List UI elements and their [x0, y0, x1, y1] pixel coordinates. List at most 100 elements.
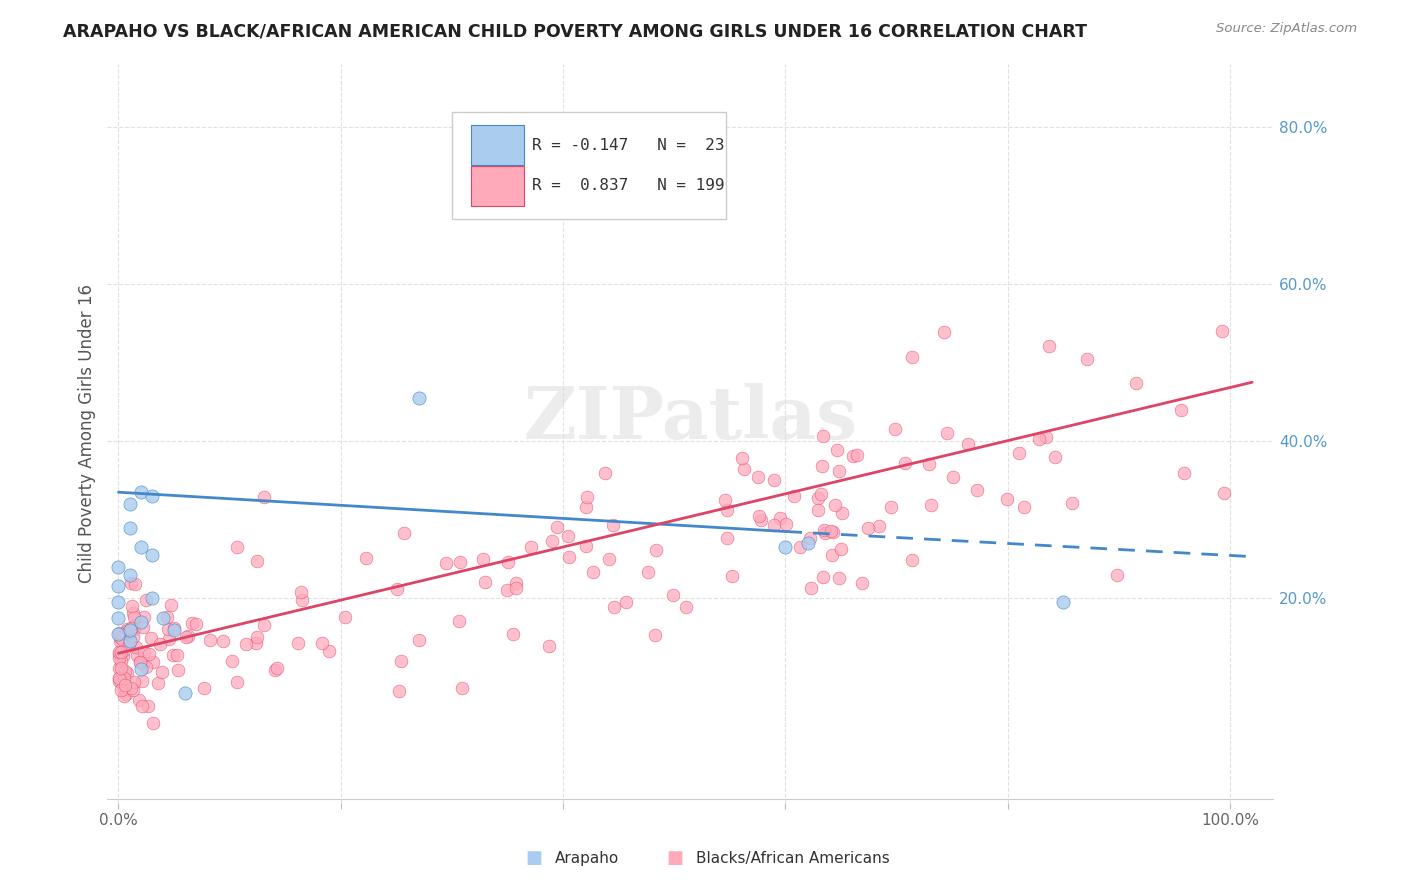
Point	[253, 618, 276, 632]
Point	[388, 684, 411, 698]
Point	[110, 674, 132, 689]
Text: Source: ZipAtlas.com: Source: ZipAtlas.com	[1216, 22, 1357, 36]
Point	[1062, 496, 1084, 510]
Point	[831, 506, 853, 520]
Point	[814, 526, 837, 541]
Point	[995, 491, 1018, 506]
Point	[502, 627, 524, 641]
Point	[107, 661, 129, 675]
Point	[184, 616, 207, 631]
Point	[111, 632, 134, 647]
Point	[603, 600, 626, 615]
Point	[118, 623, 141, 637]
Point	[177, 629, 200, 643]
Text: ARAPAHO VS BLACK/AFRICAN AMERICAN CHILD POVERTY AMONG GIRLS UNDER 16 CORRELATION: ARAPAHO VS BLACK/AFRICAN AMERICAN CHILD …	[63, 22, 1087, 40]
Point	[1043, 450, 1066, 464]
Point	[139, 632, 162, 646]
FancyBboxPatch shape	[471, 126, 524, 165]
Point	[811, 570, 834, 584]
Point	[135, 592, 157, 607]
Point	[1052, 595, 1074, 609]
Point	[447, 615, 470, 629]
Point	[112, 671, 135, 685]
Point	[811, 459, 834, 474]
Point	[122, 619, 145, 633]
Point	[935, 425, 957, 440]
Point	[1035, 430, 1057, 444]
Point	[114, 678, 136, 692]
Point	[311, 636, 333, 650]
Point	[408, 633, 430, 648]
Point	[146, 675, 169, 690]
Point	[108, 634, 131, 648]
Point	[132, 645, 155, 659]
Point	[714, 492, 737, 507]
Point	[118, 497, 141, 511]
Point	[644, 628, 666, 642]
Point	[558, 549, 581, 564]
Point	[356, 550, 378, 565]
Text: ■: ■	[526, 849, 543, 867]
Point	[221, 654, 243, 668]
Point	[810, 486, 832, 500]
Point	[318, 644, 340, 658]
Point	[799, 532, 821, 546]
Point	[107, 671, 129, 685]
Point	[1038, 339, 1060, 353]
Point	[142, 655, 165, 669]
Text: R = -0.147   N =  23: R = -0.147 N = 23	[531, 137, 724, 153]
Point	[287, 635, 309, 649]
Point	[120, 681, 142, 695]
Point	[828, 571, 851, 585]
Point	[901, 351, 924, 365]
Point	[111, 627, 134, 641]
Point	[115, 666, 138, 681]
Point	[138, 648, 160, 662]
Point	[783, 489, 806, 503]
Point	[198, 633, 221, 648]
Point	[472, 552, 495, 566]
Point	[823, 525, 845, 540]
Point	[112, 689, 135, 703]
Point	[108, 630, 131, 644]
Point	[122, 606, 145, 620]
Point	[637, 565, 659, 579]
Point	[747, 470, 769, 484]
Point	[132, 657, 155, 671]
Point	[1212, 486, 1234, 500]
Point	[1028, 432, 1050, 446]
Point	[291, 593, 314, 607]
Point	[789, 540, 811, 554]
Point	[118, 520, 141, 534]
Point	[141, 548, 163, 562]
Point	[868, 519, 890, 533]
Point	[107, 559, 129, 574]
Point	[434, 556, 457, 570]
Point	[167, 663, 190, 677]
Point	[141, 489, 163, 503]
Point	[956, 437, 979, 451]
Point	[716, 531, 738, 545]
Point	[112, 681, 135, 696]
Point	[129, 662, 152, 676]
Point	[122, 623, 145, 637]
Point	[830, 542, 852, 557]
Point	[125, 640, 148, 654]
Point	[129, 540, 152, 554]
Point	[211, 634, 233, 648]
Point	[825, 442, 848, 457]
Point	[942, 469, 965, 483]
Point	[807, 502, 830, 516]
Point	[966, 483, 988, 498]
Point	[575, 500, 598, 514]
Point	[246, 554, 269, 568]
Point	[131, 699, 153, 714]
Point	[115, 623, 138, 637]
Point	[575, 539, 598, 553]
Point	[920, 498, 942, 512]
Point	[122, 675, 145, 690]
Point	[582, 566, 605, 580]
Point	[1105, 568, 1128, 582]
Point	[917, 457, 939, 471]
Point	[245, 636, 267, 650]
